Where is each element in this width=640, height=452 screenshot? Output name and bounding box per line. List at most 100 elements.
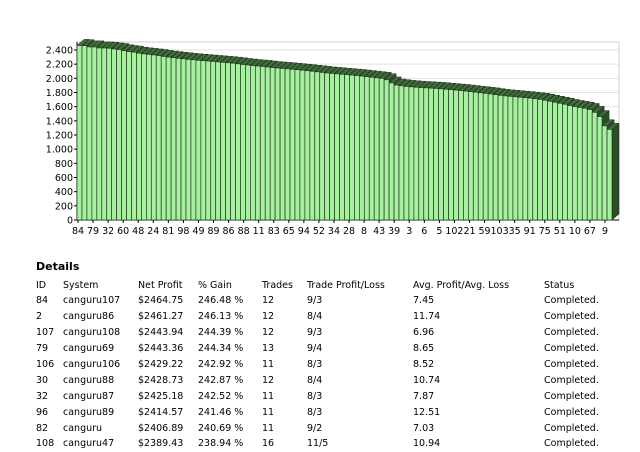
cell-avg-profit-loss: 7.87 <box>413 390 435 402</box>
cell-trade-profit-loss: 11/5 <box>307 438 329 450</box>
cell-status: Completed. <box>544 438 599 450</box>
cell-id: 96 <box>36 406 49 418</box>
cell-net-profit: $2414.57 <box>138 406 184 418</box>
x-tick-label: 65 <box>283 226 295 237</box>
cell-trade-profit-loss: 9/4 <box>307 343 323 355</box>
cell-system: canguru87 <box>63 390 115 402</box>
cell-trade-profit-loss: 9/2 <box>307 422 323 434</box>
cell-trade-profit-loss: 8/3 <box>307 390 323 402</box>
table-row: 96 canguru89 $2414.57 241.46 % 11 8/3 12.51 Com… <box>34 404 616 420</box>
header-trade-profit-loss: Trade Profit/Loss <box>307 280 385 291</box>
table-row: 79 canguru69 $2443.36 244.34 % 13 9/4 8.65 Comp… <box>34 341 616 357</box>
header-status: Status <box>544 280 575 291</box>
x-tick-label: 48 <box>132 226 144 237</box>
table-row: 2 canguru86 $2461.27 246.13 % 12 8/4 11.74 Comp… <box>34 309 616 325</box>
cell-trades: 11 <box>262 390 275 402</box>
cell-trade-profit-loss: 9/3 <box>307 327 323 339</box>
cell-avg-profit-loss: 8.52 <box>413 359 435 370</box>
chart-bar <box>606 122 620 221</box>
cell-trades: 12 <box>262 327 275 339</box>
x-tick-label: 10 <box>569 226 581 237</box>
x-tick-label: 51 <box>554 226 566 237</box>
x-tick-label: 91 <box>524 226 536 237</box>
table-row: 84 canguru107 $2464.75 246.48 % 12 9/3 7.45 Com… <box>34 293 616 309</box>
x-tick-label: 39 <box>388 226 400 237</box>
cell-trade-profit-loss: 8/4 <box>307 374 323 386</box>
cell-net-profit: $2443.36 <box>138 343 184 355</box>
y-tick-label: 2.200 <box>46 60 73 71</box>
cell-trades: 12 <box>262 374 275 386</box>
y-tick-label: 600 <box>55 173 73 184</box>
details-header-row: ID System Net Profit % Gain Trades Trade… <box>34 278 616 293</box>
cell-net-profit: $2425.18 <box>138 390 184 402</box>
cell-id: 106 <box>36 359 55 370</box>
x-tick-label: 59 <box>478 226 490 237</box>
header-trades: Trades <box>262 280 293 291</box>
cell-trades: 11 <box>262 359 275 370</box>
cell-trades: 12 <box>262 295 275 307</box>
cell-status: Completed. <box>544 311 599 323</box>
y-tick-label: 1.800 <box>46 88 73 99</box>
cell-gain: 244.39 % <box>198 327 244 339</box>
cell-system: canguru86 <box>63 311 115 323</box>
cell-trade-profit-loss: 9/3 <box>307 295 323 307</box>
cell-system: canguru89 <box>63 406 115 418</box>
details-body: 84 canguru107 $2464.75 246.48 % 12 9/3 7.45 Com… <box>34 293 616 452</box>
cell-id: 84 <box>36 295 49 307</box>
cell-net-profit: $2428.73 <box>138 374 184 386</box>
x-tick-label: 35 <box>509 226 521 237</box>
cell-avg-profit-loss: 12.51 <box>413 406 441 418</box>
table-row: 30 canguru88 $2428.73 242.87 % 12 8/4 10.74 Com… <box>34 372 616 388</box>
cell-avg-profit-loss: 10.94 <box>413 438 441 450</box>
table-row: 32 canguru87 $2425.18 242.52 % 11 8/3 7.87 Comp… <box>34 388 616 404</box>
y-tick-label: 1.000 <box>46 145 73 156</box>
cell-status: Completed. <box>544 422 599 434</box>
x-tick-label: 43 <box>373 226 385 237</box>
cell-gain: 244.34 % <box>198 343 244 355</box>
cell-gain: 242.52 % <box>198 390 244 402</box>
y-tick-label: 2.400 <box>46 46 73 57</box>
x-tick-label: 52 <box>313 226 325 237</box>
x-tick-label: 5 <box>436 226 442 237</box>
x-tick-label: 28 <box>343 226 355 237</box>
x-tick-label: 88 <box>238 226 250 237</box>
cell-net-profit: $2443.94 <box>138 327 184 339</box>
cell-system: canguru106 <box>63 359 121 370</box>
table-row: 106 canguru106 $2429.22 242.92 % 11 8/3 8.52 Co… <box>34 357 616 373</box>
profit-bar-chart: 0 200 400 600 800 1.000 1.200 1.400 1.600 1.800 2.… <box>46 38 620 237</box>
x-tick-label: 49 <box>192 226 204 237</box>
y-tick-label: 1.400 <box>46 116 73 127</box>
x-tick-label: 32 <box>102 226 114 237</box>
cell-system: canguru47 <box>63 438 115 450</box>
details-heading: Details <box>36 260 80 273</box>
cell-avg-profit-loss: 10.74 <box>413 374 441 386</box>
cell-avg-profit-loss: 6.96 <box>413 327 435 339</box>
cell-id: 32 <box>36 390 49 402</box>
cell-avg-profit-loss: 7.03 <box>413 422 435 434</box>
x-tick-label: 6 <box>421 226 427 237</box>
cell-status: Completed. <box>544 295 599 307</box>
x-tick-label: 67 <box>584 226 596 237</box>
x-tick-label: 89 <box>207 226 219 237</box>
cell-trades: 11 <box>262 406 275 418</box>
cell-net-profit: $2389.43 <box>138 438 184 450</box>
cell-gain: 241.46 % <box>198 406 244 418</box>
cell-status: Completed. <box>544 406 599 418</box>
cell-gain: 246.48 % <box>198 295 244 307</box>
cell-trade-profit-loss: 8/3 <box>307 406 323 418</box>
cell-status: Completed. <box>544 390 599 402</box>
y-tick-label: 1.600 <box>46 102 73 113</box>
x-tick-label: 34 <box>328 226 340 237</box>
cell-net-profit: $2461.27 <box>138 311 184 323</box>
cell-trade-profit-loss: 8/3 <box>307 359 323 370</box>
y-tick-label: 200 <box>55 201 73 212</box>
x-tick-label: 60 <box>117 226 129 237</box>
cell-gain: 246.13 % <box>198 311 244 323</box>
y-tick-label: 0 <box>67 216 73 227</box>
cell-status: Completed. <box>544 343 599 355</box>
y-tick-label: 400 <box>55 187 73 198</box>
cell-id: 2 <box>36 311 43 323</box>
x-tick-label: 86 <box>223 226 235 237</box>
x-tick-label: 11 <box>253 226 265 237</box>
cell-system: canguru69 <box>63 343 115 355</box>
